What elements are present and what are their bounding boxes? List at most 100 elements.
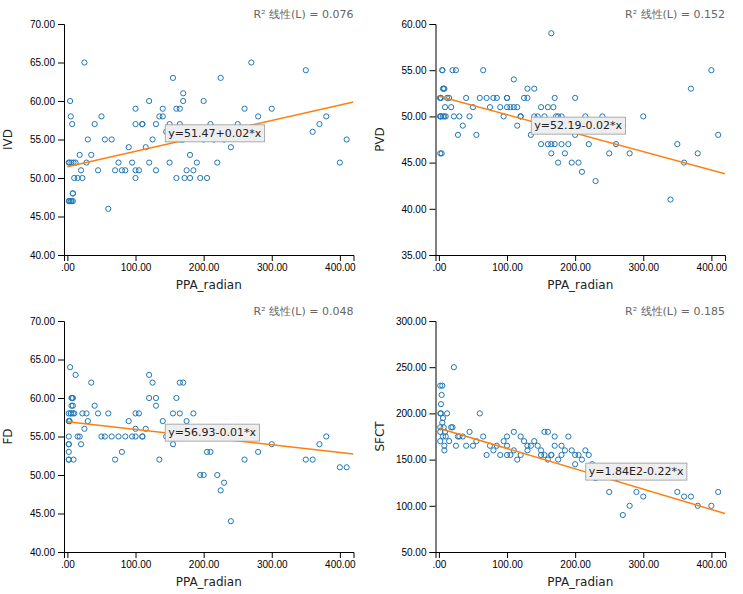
tick-label: 50.00 <box>401 111 426 122</box>
point <box>464 95 469 100</box>
point <box>453 68 458 73</box>
point <box>515 457 520 462</box>
point <box>481 68 486 73</box>
point <box>317 122 322 127</box>
tick-label: 100.00 <box>396 501 427 512</box>
point <box>337 465 342 470</box>
tick-mark <box>58 398 64 399</box>
point <box>324 114 329 119</box>
tick-mark <box>204 255 205 261</box>
tick-label: 400.00 <box>325 559 356 570</box>
tick: 400.00 <box>697 552 728 570</box>
tick-mark <box>430 413 436 414</box>
point <box>184 419 189 424</box>
point <box>440 383 445 388</box>
point <box>191 411 196 416</box>
point <box>77 434 82 439</box>
tick-label: .00 <box>61 262 75 273</box>
point <box>215 472 220 477</box>
tick: 60.00 <box>401 19 435 30</box>
point <box>549 31 554 36</box>
point <box>573 95 578 100</box>
point <box>607 489 612 494</box>
point <box>181 380 186 385</box>
point <box>89 380 94 385</box>
tick-mark <box>439 255 440 261</box>
tick: 55.00 <box>30 431 64 442</box>
point <box>576 452 581 457</box>
point <box>92 403 97 408</box>
axis-line <box>65 553 355 559</box>
point <box>641 494 646 499</box>
tick: 40.00 <box>401 204 435 215</box>
point <box>126 419 131 424</box>
tick: 300.00 <box>628 255 659 273</box>
point <box>70 199 75 204</box>
point <box>70 403 75 408</box>
tick-label: 35.00 <box>401 250 426 261</box>
point <box>545 105 550 110</box>
regression-line <box>67 102 353 167</box>
tick-label: .00 <box>432 559 446 570</box>
point <box>85 419 90 424</box>
tick-mark <box>430 367 436 368</box>
tick-mark <box>272 552 273 558</box>
point <box>218 488 223 493</box>
axis-line <box>430 25 437 256</box>
point <box>525 95 530 100</box>
point <box>451 114 456 119</box>
tick-mark <box>136 255 137 261</box>
point <box>504 95 509 100</box>
point <box>562 448 567 453</box>
subtitle: R² 线性(L) = 0.152 <box>625 8 725 21</box>
point <box>549 452 554 457</box>
point <box>444 411 449 416</box>
point <box>453 443 458 448</box>
tick-mark <box>58 321 64 322</box>
tick-mark <box>58 360 64 361</box>
tick-label: 40.00 <box>30 547 55 558</box>
axis-line <box>436 256 726 262</box>
point <box>501 439 506 444</box>
tick-mark <box>58 255 64 256</box>
tick-label: 45.00 <box>401 157 426 168</box>
axis-line <box>436 553 726 559</box>
tick-label: 300.00 <box>628 559 659 570</box>
point <box>174 175 179 180</box>
point <box>439 151 444 156</box>
point <box>545 429 550 434</box>
tick-label: 200.00 <box>189 262 220 273</box>
point <box>133 175 138 180</box>
regression-line <box>439 96 725 174</box>
tick-label: 100.00 <box>121 262 152 273</box>
point <box>451 365 456 370</box>
tick-label: 45.00 <box>30 508 55 519</box>
point <box>484 452 489 457</box>
point <box>457 114 462 119</box>
tick-label: 55.00 <box>30 431 55 442</box>
point <box>310 129 315 134</box>
point <box>182 175 187 180</box>
point <box>504 95 509 100</box>
point <box>167 160 172 165</box>
plot-area <box>438 31 725 203</box>
tick: .00 <box>432 255 446 273</box>
tick: .00 <box>432 552 446 570</box>
tick-label: 200.00 <box>189 559 220 570</box>
point <box>532 86 537 91</box>
point <box>102 434 107 439</box>
point <box>484 95 489 100</box>
point <box>70 191 75 196</box>
tick-label: 100.00 <box>492 262 523 273</box>
point <box>184 168 189 173</box>
point <box>552 142 557 147</box>
point <box>160 106 165 111</box>
point <box>438 402 443 407</box>
y-axis: 40.0045.0050.0055.0060.0065.0070.00 <box>30 19 65 261</box>
tick-mark <box>430 24 436 25</box>
tick: 200.00 <box>560 255 591 273</box>
annotation: y=52.19-0.02*x <box>531 117 625 134</box>
point <box>109 137 114 142</box>
point <box>535 443 540 448</box>
point <box>440 68 445 73</box>
